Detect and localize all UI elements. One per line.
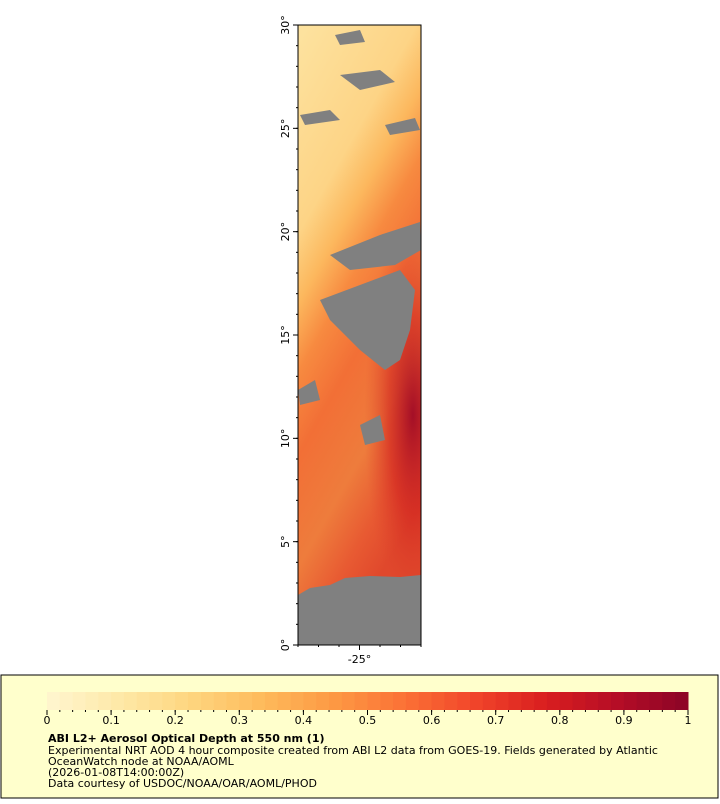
colorbar-swatch: [444, 692, 458, 710]
legend-line: OceanWatch node at NOAA/AOML: [48, 755, 235, 768]
colorbar-swatch: [495, 692, 510, 710]
colorbar-swatch: [546, 692, 561, 710]
no-data: [298, 575, 421, 645]
colorbar-swatch: [367, 692, 381, 710]
colorbar-swatch: [175, 692, 189, 710]
colorbar-swatch: [675, 692, 689, 710]
colorbar-swatch: [303, 692, 317, 710]
colorbar-swatch: [72, 692, 86, 710]
colorbar-tick-label: 0.9: [615, 714, 633, 727]
colorbar-swatch: [200, 692, 215, 710]
colorbar-swatch: [649, 692, 663, 710]
colorbar-swatch: [277, 692, 292, 710]
colorbar-swatch: [252, 692, 266, 710]
colorbar-swatch: [264, 692, 279, 710]
colorbar-tick-label: 0: [44, 714, 51, 727]
colorbar-swatch: [482, 692, 497, 710]
no-data: [298, 380, 385, 445]
y-tick-label: 25°: [279, 119, 292, 139]
colorbar-swatch: [162, 692, 176, 710]
colorbar-swatch: [98, 692, 112, 710]
legend-title: ABI L2+ Aerosol Optical Depth at 550 nm …: [48, 732, 325, 745]
x-tick-label: -25°: [348, 653, 371, 666]
colorbar-swatch: [598, 692, 612, 710]
colorbar-swatch: [585, 692, 599, 710]
colorbar-swatch: [418, 692, 433, 710]
colorbar-swatch: [329, 692, 343, 710]
map-field: [297, 24, 422, 646]
colorbar-swatch: [59, 692, 74, 710]
y-tick-label: 0°: [279, 639, 292, 652]
colorbar-tick-label: 0.5: [359, 714, 377, 727]
colorbar-swatch: [290, 692, 304, 710]
colorbar-swatch: [123, 692, 138, 710]
colorbar-swatch: [662, 692, 676, 710]
y-tick-label: 5°: [279, 535, 292, 548]
colorbar-swatch: [534, 692, 548, 710]
legend-line: Experimental NRT AOD 4 hour composite cr…: [48, 744, 658, 757]
legend-line: (2026-01-08T14:00:00Z): [48, 766, 184, 779]
colorbar-swatch: [521, 692, 535, 710]
colorbar-swatch: [239, 692, 253, 710]
no-data: [320, 270, 415, 370]
no-data: [300, 30, 420, 135]
colorbar-swatch: [111, 692, 125, 710]
colorbar-tick-label: 0.8: [551, 714, 569, 727]
y-tick-label: 20°: [279, 222, 292, 242]
colorbar-swatch: [508, 692, 522, 710]
colorbar-swatch: [316, 692, 330, 710]
y-tick-label: 15°: [279, 325, 292, 345]
colorbar-swatch: [405, 692, 420, 710]
colorbar-swatch: [572, 692, 586, 710]
legend-line: Data courtesy of USDOC/NOAA/OAR/AOML/PHO…: [48, 777, 317, 790]
colorbar-swatch: [380, 692, 394, 710]
colorbar-tick-label: 0.3: [231, 714, 249, 727]
colorbar-swatch: [47, 692, 61, 710]
colorbar-swatch: [85, 692, 99, 710]
axes: 0° 5° 10° 15° 20° 25° 30° -25°: [279, 15, 422, 666]
colorbar-swatch: [457, 692, 471, 710]
colorbar-swatch: [226, 692, 240, 710]
colorbar-swatch: [431, 692, 445, 710]
colorbar-swatch: [559, 692, 574, 710]
colorbar-swatch: [188, 692, 202, 710]
colorbar-swatch: [354, 692, 368, 710]
colorbar-tick-label: 1: [685, 714, 692, 727]
colorbar-tick-label: 0.6: [423, 714, 441, 727]
colorbar-tick-label: 0.2: [166, 714, 184, 727]
colorbar-swatch: [611, 692, 625, 710]
colorbar-tick-label: 0.1: [102, 714, 120, 727]
y-tick-label: 30°: [279, 15, 292, 35]
colorbar-swatch: [213, 692, 227, 710]
y-tick-label: 10°: [279, 429, 292, 449]
colorbar-swatch: [470, 692, 484, 710]
colorbar-swatch: [136, 692, 151, 710]
colorbar-swatch: [393, 692, 407, 710]
colorbar-swatch: [623, 692, 638, 710]
colorbar-swatch: [149, 692, 163, 710]
colorbar-swatch: [636, 692, 651, 710]
no-data: [330, 222, 421, 270]
colorbar: 0 0.1 0.2 0.3 0.4 0.5 0.6 0.7 0.8 0.9 1: [44, 692, 692, 727]
colorbar-tick-label: 0.4: [295, 714, 313, 727]
colorbar-tick-label: 0.7: [487, 714, 505, 727]
colorbar-swatch: [341, 692, 356, 710]
